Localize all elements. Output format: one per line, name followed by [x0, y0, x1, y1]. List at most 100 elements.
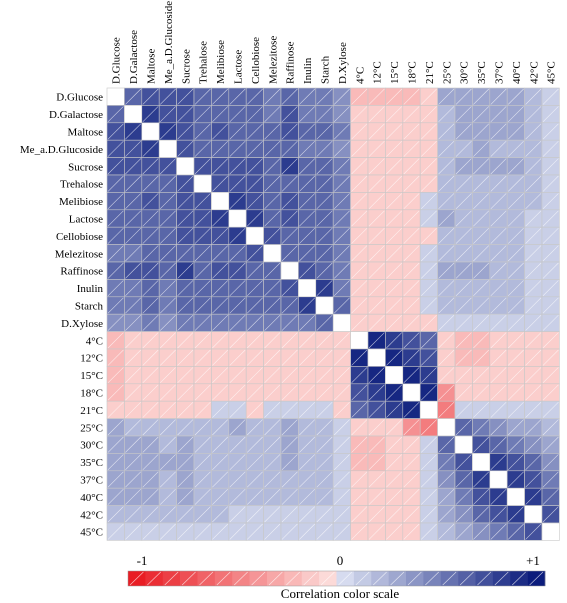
cell-hatch: [246, 523, 263, 540]
cell-hatch: [525, 280, 542, 297]
scale-hatch: [390, 571, 405, 586]
cell-hatch: [542, 193, 559, 210]
cell-hatch: [142, 140, 159, 157]
cell-hatch: [125, 523, 142, 540]
cell-hatch: [212, 384, 229, 401]
color-scale-bar: [127, 570, 546, 587]
cell-hatch: [246, 367, 263, 384]
cell-hatch: [299, 401, 316, 418]
heatmap-cells: [106, 87, 560, 541]
cell-hatch: [107, 314, 124, 331]
cell-hatch: [490, 245, 507, 262]
cell-hatch: [159, 488, 176, 505]
cell-hatch: [438, 280, 455, 297]
cell-hatch: [246, 401, 263, 418]
cell-hatch: [246, 454, 263, 471]
cell-hatch: [281, 280, 298, 297]
cell-hatch: [507, 123, 524, 140]
cell-hatch: [507, 193, 524, 210]
cell-hatch: [212, 175, 229, 192]
cell-hatch: [473, 471, 490, 488]
cell-hatch: [420, 297, 437, 314]
cell-hatch: [542, 506, 559, 523]
col-label-d-xylose: D.Xylose: [337, 42, 349, 84]
cell-hatch: [455, 349, 472, 366]
heatmap-cell-d-xylose-d-xylose: [332, 313, 351, 332]
cell-hatch: [194, 106, 211, 123]
cell-hatch: [281, 88, 298, 105]
cell-hatch: [420, 210, 437, 227]
scale-hatch: [407, 571, 422, 586]
cell-hatch: [194, 488, 211, 505]
cell-hatch: [333, 210, 350, 227]
cell-hatch: [142, 454, 159, 471]
cell-hatch: [420, 332, 437, 349]
cell-hatch: [386, 262, 403, 279]
cell-hatch: [194, 297, 211, 314]
cell-hatch: [473, 280, 490, 297]
cell-hatch: [177, 349, 194, 366]
cell-hatch: [525, 436, 542, 453]
cell-hatch: [159, 349, 176, 366]
cell-hatch: [490, 314, 507, 331]
cell-hatch: [420, 349, 437, 366]
cell-hatch: [142, 193, 159, 210]
cell-hatch: [351, 280, 368, 297]
cell-hatch: [107, 523, 124, 540]
row-label-raffinose: Raffinose: [60, 266, 103, 278]
cell-hatch: [542, 419, 559, 436]
row-label-37degc: 37°C: [80, 475, 103, 487]
cell-hatch: [212, 210, 229, 227]
cell-hatch: [333, 401, 350, 418]
cell-hatch: [542, 488, 559, 505]
cell-hatch: [455, 419, 472, 436]
cell-hatch: [438, 523, 455, 540]
heatmap-cell-18degc-18degc: [402, 383, 421, 402]
cell-hatch: [525, 210, 542, 227]
cell-hatch: [229, 193, 246, 210]
heatmap-cell-25degc-25degc: [437, 418, 456, 437]
cell-hatch: [159, 367, 176, 384]
cell-hatch: [542, 332, 559, 349]
cell-hatch: [281, 210, 298, 227]
cell-hatch: [455, 297, 472, 314]
cell-hatch: [159, 332, 176, 349]
cell-hatch: [455, 488, 472, 505]
cell-hatch: [246, 88, 263, 105]
cell-hatch: [194, 314, 211, 331]
cell-hatch: [420, 123, 437, 140]
cell-hatch: [264, 367, 281, 384]
cell-hatch: [525, 349, 542, 366]
cell-hatch: [473, 436, 490, 453]
cell-hatch: [438, 401, 455, 418]
row-label-30degc: 30°C: [80, 440, 103, 452]
cell-hatch: [299, 88, 316, 105]
cell-hatch: [194, 123, 211, 140]
cell-hatch: [386, 210, 403, 227]
cell-hatch: [368, 227, 385, 244]
cell-hatch: [229, 106, 246, 123]
cell-hatch: [177, 436, 194, 453]
cell-hatch: [212, 106, 229, 123]
cell-hatch: [316, 262, 333, 279]
cell-hatch: [194, 158, 211, 175]
cell-hatch: [351, 175, 368, 192]
cell-hatch: [229, 419, 246, 436]
cell-hatch: [246, 297, 263, 314]
cell-hatch: [490, 297, 507, 314]
cell-hatch: [403, 245, 420, 262]
cell-hatch: [194, 140, 211, 157]
cell-hatch: [490, 488, 507, 505]
cell-hatch: [438, 262, 455, 279]
cell-hatch: [455, 88, 472, 105]
cell-hatch: [142, 384, 159, 401]
cell-hatch: [507, 262, 524, 279]
cell-hatch: [473, 245, 490, 262]
cell-hatch: [142, 488, 159, 505]
cell-hatch: [299, 158, 316, 175]
cell-hatch: [142, 471, 159, 488]
cell-hatch: [125, 314, 142, 331]
cell-hatch: [403, 523, 420, 540]
cell-hatch: [159, 506, 176, 523]
col-label-45degc: 45°C: [546, 61, 558, 84]
